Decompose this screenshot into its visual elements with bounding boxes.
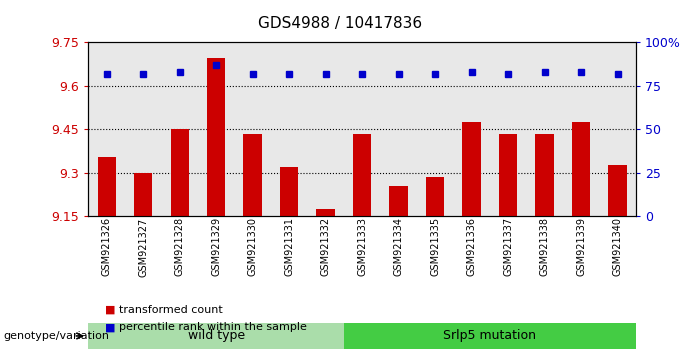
Bar: [134, 173, 152, 216]
Text: wild type: wild type: [188, 330, 245, 342]
Bar: [390, 185, 408, 216]
Bar: [280, 167, 299, 216]
Bar: [499, 133, 517, 216]
Bar: [207, 57, 225, 216]
Text: Srlp5 mutation: Srlp5 mutation: [443, 330, 537, 342]
Bar: [97, 157, 116, 216]
Bar: [316, 209, 335, 216]
Text: ■: ■: [105, 305, 116, 315]
Bar: [572, 122, 590, 216]
Text: ■: ■: [105, 322, 116, 332]
Bar: [609, 165, 627, 216]
Bar: [243, 133, 262, 216]
Text: percentile rank within the sample: percentile rank within the sample: [119, 322, 307, 332]
Bar: [426, 177, 444, 216]
Text: GDS4988 / 10417836: GDS4988 / 10417836: [258, 16, 422, 31]
Text: genotype/variation: genotype/variation: [3, 331, 109, 341]
Bar: [535, 133, 554, 216]
Bar: [353, 133, 371, 216]
Text: transformed count: transformed count: [119, 305, 223, 315]
Bar: [171, 129, 189, 216]
Bar: [462, 122, 481, 216]
